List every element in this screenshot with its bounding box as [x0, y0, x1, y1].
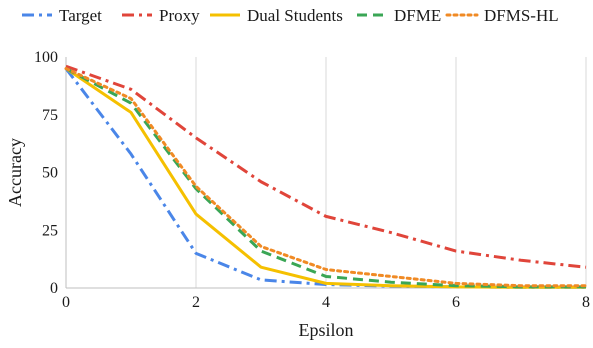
y-tick-label: 0 [50, 280, 58, 297]
legend-label-dfme: DFME [394, 6, 441, 25]
x-tick-label: 0 [62, 294, 70, 311]
legend-label-proxy: Proxy [159, 6, 200, 25]
legend-label-dual-students: Dual Students [247, 6, 343, 25]
y-tick-label: 75 [42, 107, 58, 124]
x-tick-label: 8 [582, 294, 590, 311]
legend-label-target: Target [59, 6, 102, 25]
x-tick-label: 2 [192, 294, 200, 311]
legend-label-dfms-hl: DFMS-HL [484, 6, 559, 25]
y-tick-label: 100 [34, 49, 58, 66]
grid-lines [196, 57, 586, 288]
x-tick-label: 6 [452, 294, 460, 311]
y-tick-label: 25 [42, 222, 58, 239]
x-axis-title: Epsilon [298, 320, 353, 340]
legend: Target Proxy Dual Students DFME DFMS-HL [22, 6, 559, 25]
y-tick-label: 50 [42, 165, 58, 182]
x-tick-label: 4 [322, 294, 330, 311]
y-axis-title: Accuracy [5, 138, 25, 207]
